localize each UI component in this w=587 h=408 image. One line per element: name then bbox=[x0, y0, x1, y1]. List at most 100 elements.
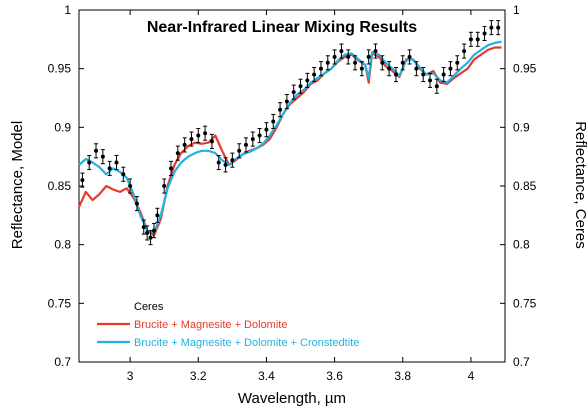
ceres-point bbox=[393, 66, 398, 83]
ceres-point bbox=[203, 125, 208, 141]
chart-title: Near-Infrared Linear Mixing Results bbox=[147, 19, 417, 36]
ceres-point bbox=[407, 49, 412, 65]
ceres-point bbox=[325, 55, 330, 71]
series-line bbox=[78, 40, 502, 234]
plot-area bbox=[77, 9, 506, 363]
ceres-point bbox=[243, 137, 248, 153]
y-tick-label-right: 1 bbox=[513, 3, 520, 17]
ceres-point bbox=[353, 55, 358, 71]
y-tick-label-left: 0.7 bbox=[54, 355, 71, 369]
ceres-point bbox=[380, 55, 385, 71]
ceres-point bbox=[284, 93, 289, 110]
ceres-point bbox=[332, 49, 337, 65]
y-tick-label-left: 0.85 bbox=[48, 179, 72, 193]
ceres-point bbox=[134, 196, 139, 212]
ceres-point bbox=[318, 61, 323, 77]
legend-item: Brucite + Magnesite + Dolomite + Cronste… bbox=[97, 337, 359, 349]
ceres-point bbox=[175, 145, 180, 161]
ceres-point bbox=[421, 66, 426, 83]
ceres-point bbox=[250, 131, 255, 147]
ceres-point bbox=[462, 43, 467, 59]
ceres-point bbox=[257, 128, 262, 144]
x-axis-title: Wavelength, µm bbox=[238, 390, 346, 407]
ceres-point bbox=[151, 223, 156, 239]
ceres-point bbox=[387, 61, 392, 77]
ceres-point bbox=[298, 78, 303, 94]
ceres-point bbox=[114, 154, 119, 171]
ceres-point bbox=[482, 25, 487, 42]
ceres-point bbox=[373, 43, 378, 59]
ceres-point bbox=[366, 49, 371, 65]
series-line bbox=[77, 46, 502, 237]
ceres-point bbox=[209, 133, 214, 149]
ceres-point bbox=[264, 122, 269, 138]
ceres-point bbox=[80, 172, 85, 188]
legend-label: Brucite + Magnesite + Dolomite + Cronste… bbox=[134, 337, 359, 349]
ceres-point bbox=[475, 31, 480, 47]
y-tick-label-right: 0.8 bbox=[513, 238, 530, 252]
ceres-point bbox=[278, 102, 283, 118]
ceres-point bbox=[346, 49, 351, 65]
y-tick-label-right: 0.85 bbox=[513, 179, 537, 193]
y-tick-label-right: 0.7 bbox=[513, 355, 530, 369]
ceres-point bbox=[87, 154, 92, 171]
x-tick-label: 3.4 bbox=[258, 369, 275, 383]
ceres-point bbox=[216, 154, 221, 171]
y-tick-label-left: 0.9 bbox=[54, 120, 71, 134]
ceres-point bbox=[291, 84, 296, 100]
y-axis-title-left: Reflectance, Model bbox=[9, 121, 26, 249]
ceres-point bbox=[441, 66, 446, 83]
ceres-point bbox=[162, 178, 167, 194]
ceres-point bbox=[237, 143, 242, 159]
legend-label: Brucite + Magnesite + Dolomite bbox=[134, 319, 287, 331]
ceres-point bbox=[148, 230, 153, 246]
ceres-point bbox=[169, 160, 174, 176]
x-tick-label: 3.2 bbox=[190, 369, 207, 383]
y-tick-label-right: 0.9 bbox=[513, 120, 530, 134]
ceres-point bbox=[339, 43, 344, 59]
y-tick-label-left: 0.8 bbox=[54, 238, 71, 252]
ceres-point bbox=[141, 219, 146, 235]
ceres-point bbox=[489, 20, 494, 36]
ceres-point bbox=[107, 160, 112, 176]
ceres-point bbox=[312, 66, 317, 83]
ceres-point bbox=[434, 78, 439, 94]
legend-item: Brucite + Magnesite + Dolomite bbox=[97, 319, 287, 331]
x-tick-label: 3.8 bbox=[394, 369, 411, 383]
y-tick-label-left: 1 bbox=[64, 3, 71, 17]
legend: Ceres Brucite + Magnesite + Dolomite Bruci… bbox=[97, 301, 359, 349]
ceres-point bbox=[155, 207, 160, 223]
ceres-point bbox=[182, 137, 187, 153]
ceres-point bbox=[428, 72, 433, 88]
x-axis: 3 3.2 3.4 3.6 3.8 4 bbox=[127, 10, 475, 383]
ceres-point bbox=[230, 152, 235, 168]
x-tick-label: 4 bbox=[468, 369, 475, 383]
y-tick-label-left: 0.75 bbox=[48, 296, 72, 310]
ceres-point bbox=[448, 61, 453, 77]
ceres-point bbox=[121, 166, 126, 182]
ceres-point bbox=[145, 225, 150, 241]
ceres-point bbox=[100, 149, 105, 165]
legend-item: Ceres bbox=[134, 301, 164, 313]
ceres-point bbox=[455, 55, 460, 71]
y-axis-right: 0.7 0.75 0.8 0.85 0.9 0.95 1 bbox=[500, 3, 537, 369]
ceres-point bbox=[128, 178, 133, 194]
y-tick-label-right: 0.75 bbox=[513, 296, 537, 310]
y-axis-left: 0.7 0.75 0.8 0.85 0.9 0.95 1 bbox=[48, 3, 84, 369]
ceres-point bbox=[223, 157, 228, 173]
y-axis-title-right: Reflectance, Ceres bbox=[572, 121, 587, 249]
x-tick-label: 3.6 bbox=[326, 369, 343, 383]
ceres-point bbox=[468, 31, 473, 47]
y-tick-label-left: 0.95 bbox=[48, 62, 72, 76]
ceres-point bbox=[414, 61, 419, 77]
ceres-point bbox=[196, 128, 201, 144]
ceres-point bbox=[359, 61, 364, 77]
legend-label: Ceres bbox=[134, 301, 164, 313]
ceres-point bbox=[400, 55, 405, 71]
ceres-point bbox=[305, 72, 310, 88]
ceres-point bbox=[94, 143, 99, 159]
ceres-point bbox=[496, 20, 501, 36]
x-tick-label: 3 bbox=[127, 369, 134, 383]
y-tick-label-right: 0.95 bbox=[513, 62, 537, 76]
